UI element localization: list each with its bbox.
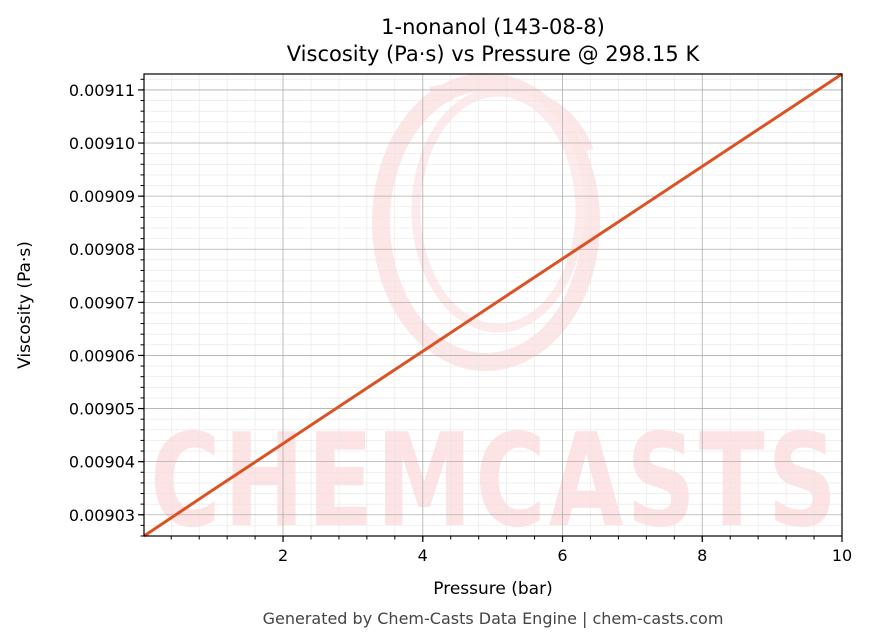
y-axis-label: Viscosity (Pa·s): [15, 241, 35, 369]
watermark-text: CHEMCASTS: [150, 407, 840, 556]
y-tick-label: 0.00907: [69, 293, 135, 312]
y-tick-label: 0.00904: [69, 453, 135, 472]
x-tick-label: 8: [697, 546, 707, 565]
watermark-swirl-icon: [372, 73, 600, 371]
x-tick-label: 10: [832, 546, 852, 565]
series-layer: [143, 72, 843, 538]
y-tick-label: 0.00903: [69, 506, 135, 525]
y-tick-label: 0.00911: [69, 81, 135, 100]
watermark-logo: CHEMCASTS: [150, 73, 840, 556]
y-tick-label: 0.00908: [69, 240, 135, 259]
x-tick-label: 4: [418, 546, 428, 565]
y-tick-label: 0.00909: [69, 187, 135, 206]
y-tick-label: 0.00910: [69, 134, 135, 153]
x-axis: 2 4 6 8 10: [170, 536, 852, 565]
y-tick-label: 0.00906: [69, 346, 135, 365]
chart-title-line2: Viscosity (Pa·s) vs Pressure @ 298.15 K: [287, 42, 701, 66]
x-tick-label: 2: [278, 546, 288, 565]
x-tick-label: 6: [557, 546, 567, 565]
series-line: [143, 72, 843, 538]
chart-title-line1: 1-nonanol (143-08-8): [381, 15, 605, 39]
footer-credit: Generated by Chem-Casts Data Engine | ch…: [263, 609, 724, 628]
y-tick-label: 0.00905: [69, 400, 135, 419]
plot-frame: [143, 73, 843, 537]
y-axis: 0.00903 0.00904 0.00905 0.00906 0.00907 0.009…: [69, 78, 144, 537]
x-axis-label: Pressure (bar): [433, 579, 552, 599]
